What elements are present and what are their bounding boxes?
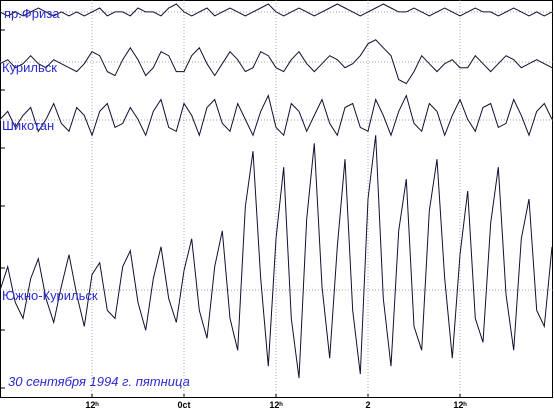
left-ticks [0,29,5,389]
trace [0,135,553,379]
trace [0,94,553,137]
series-label: Курильск [2,60,57,75]
date-annotation: 30 сентября 1994 г. пятница [8,374,190,389]
series-label: Южно-Курильск [2,288,98,303]
x-tick-label: 12ʰ [269,400,283,410]
x-tick-label: 0ct [177,400,190,410]
x-tick-label: 2 [365,400,370,410]
trace [0,3,553,17]
series-label: пр.Фриза [4,6,60,21]
series-label: Шикотан [2,118,54,133]
plot-frame [0,0,553,398]
x-tick-label: 12ʰ [453,400,467,410]
trace [0,39,553,85]
x-tick-label: 12ʰ [85,400,99,410]
